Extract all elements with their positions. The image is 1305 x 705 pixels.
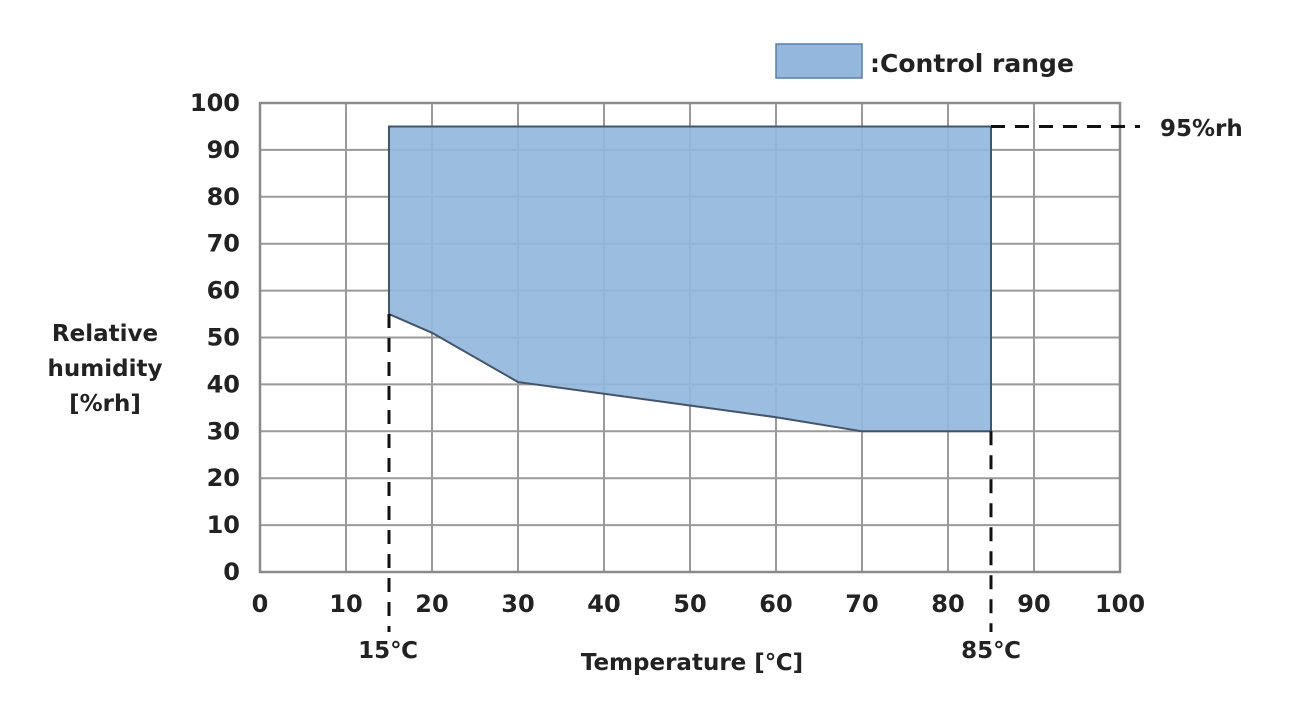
legend-label: :Control range: [870, 49, 1074, 78]
y-tick-label-40: 40: [207, 370, 240, 398]
x-tick-label-90: 90: [1017, 590, 1050, 618]
y-tick-label-20: 20: [207, 464, 240, 492]
x-tick-label-80: 80: [931, 590, 964, 618]
y-tick-label-80: 80: [207, 183, 240, 211]
y-axis-label-line-2: humidity: [48, 356, 163, 382]
x-tick-label-70: 70: [845, 590, 878, 618]
legend-swatch: [775, 43, 863, 79]
x-tick-label-50: 50: [673, 590, 706, 618]
x-tick-label-20: 20: [415, 590, 448, 618]
x-tick-label-30: 30: [501, 590, 534, 618]
y-tick-label-50: 50: [207, 324, 240, 352]
y-tick-label-0: 0: [223, 558, 240, 586]
x-tick-label-60: 60: [759, 590, 792, 618]
x-tick-label-100: 100: [1095, 590, 1145, 618]
y-tick-label-70: 70: [207, 230, 240, 258]
annotation-85c: 85℃: [961, 638, 1021, 664]
y-tick-label-10: 10: [207, 511, 240, 539]
x-axis-label: Temperature [℃]: [581, 650, 803, 676]
plot-border: [258, 101, 1122, 574]
y-axis-label-line-1: Relative: [52, 321, 158, 347]
y-tick-label-90: 90: [207, 136, 240, 164]
annotation-15c: 15℃: [358, 638, 418, 664]
y-tick-label-30: 30: [207, 417, 240, 445]
y-axis-ticks: 0 10 20 30 40 50 60 70 80 90 100: [190, 89, 240, 586]
x-axis-ticks: 0 10 20 30 40 50 60 70 80 90 100: [252, 590, 1145, 618]
x-tick-label-10: 10: [329, 590, 362, 618]
x-tick-label-40: 40: [587, 590, 620, 618]
y-tick-label-100: 100: [190, 89, 240, 117]
annotation-95rh: 95%rh: [1160, 116, 1243, 142]
y-tick-label-60: 60: [207, 277, 240, 305]
reference-lines: [387, 124, 1140, 632]
control-range-area: [388, 125, 992, 433]
plot-frame: [258, 101, 1122, 574]
y-axis-label-line-3: [%rh]: [69, 391, 141, 417]
x-tick-label-0: 0: [252, 590, 269, 618]
